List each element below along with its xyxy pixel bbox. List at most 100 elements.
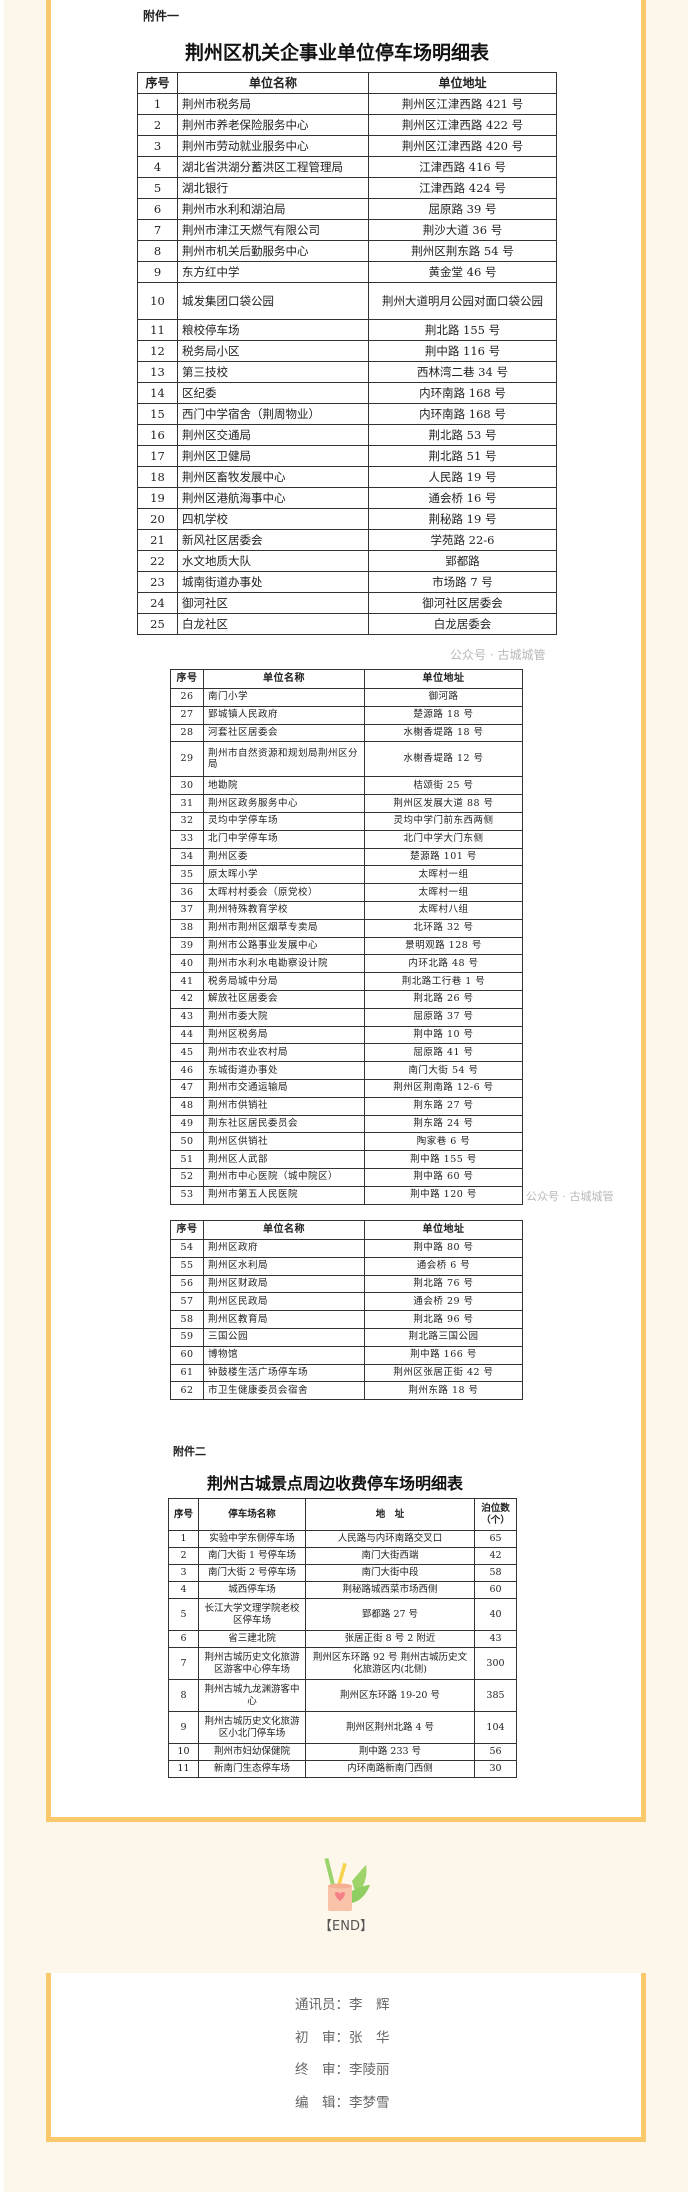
table-row: 49 荆东社区居民委员会 荆东路 24 号 bbox=[170, 1114, 523, 1134]
row-name: 荆州古城历史文化旅游区小北门停车场 bbox=[198, 1711, 306, 1744]
end-marker: 【END】 bbox=[319, 1919, 373, 1934]
row-name: 三国公园 bbox=[203, 1327, 365, 1347]
row-index: 39 bbox=[170, 936, 204, 956]
row-address: 灵均中学门前东西两侧 bbox=[364, 811, 523, 831]
row-name: 河套社区居委会 bbox=[203, 723, 365, 743]
row-name: 第三技校 bbox=[177, 361, 369, 383]
row-name: 荆州市养老保险服务中心 bbox=[177, 114, 369, 136]
row-name: 荆州市供销社 bbox=[203, 1096, 365, 1116]
row-address: 荆州大道明月公园对面口袋公园 bbox=[368, 282, 557, 320]
table-row: 36 太晖村村委会（原党校） 太晖村一组 bbox=[170, 883, 523, 902]
row-name: 荆州区人武部 bbox=[203, 1150, 365, 1169]
watermark: 公众号 · 古城城管 bbox=[526, 1190, 614, 1203]
row-address: 内环北路 48 号 bbox=[364, 954, 523, 974]
row-index: 6 bbox=[168, 1630, 199, 1648]
row-index: 22 bbox=[137, 550, 178, 572]
row-index: 9 bbox=[137, 261, 178, 283]
credit-name: 张 华 bbox=[349, 2029, 390, 2046]
row-name: 荆州特殊教育学校 bbox=[203, 900, 365, 920]
row-index: 20 bbox=[137, 508, 178, 530]
row-name: 南门大街 2 号停车场 bbox=[198, 1564, 306, 1582]
row-name: 荆州市妇幼保健院 bbox=[198, 1743, 306, 1761]
row-name: 荆州市水利和湖泊局 bbox=[177, 198, 369, 220]
table-row: 55 荆州区水利局 通会桥 6 号 bbox=[170, 1256, 523, 1276]
header-spaces: 泊位数（个） bbox=[474, 1498, 517, 1531]
table-row: 38 荆州市荆州区烟草专卖局 北环路 32 号 bbox=[170, 918, 523, 938]
row-address: 荆州区荆东路 54 号 bbox=[368, 240, 557, 262]
row-address: 荆州区张居正街 42 号 bbox=[364, 1363, 523, 1383]
row-name: 荆州古城九龙渊游客中心 bbox=[198, 1679, 306, 1712]
row-spaces: 42 bbox=[474, 1547, 517, 1565]
table-row: 19 荆州区港航海事中心 通会桥 16 号 bbox=[137, 487, 557, 509]
row-index: 43 bbox=[170, 1007, 204, 1027]
row-address: 人民路 19 号 bbox=[368, 466, 557, 488]
header-index: 序号 bbox=[170, 669, 204, 689]
credits-list: 通讯员：李 辉初 审：张 华终 审：李陵丽编 辑：李梦雪 bbox=[295, 1995, 390, 2125]
row-name: 荆州区政府 bbox=[203, 1239, 365, 1258]
row-address: 屈原路 41 号 bbox=[364, 1043, 523, 1063]
table-row: 32 灵均中学停车场 灵均中学门前东西两侧 bbox=[170, 811, 523, 831]
row-name: 荆州市中心医院（城中院区） bbox=[203, 1167, 365, 1187]
row-index: 14 bbox=[137, 382, 178, 404]
row-index: 35 bbox=[170, 865, 204, 885]
table-row: 56 荆州区财政局 荆北路 76 号 bbox=[170, 1274, 523, 1294]
row-index: 33 bbox=[170, 829, 204, 849]
row-index: 8 bbox=[168, 1679, 199, 1712]
table-row: 6 荆州市水利和湖泊局 屈原路 39 号 bbox=[137, 198, 557, 220]
row-index: 23 bbox=[137, 571, 178, 593]
credit-role: 通讯员： bbox=[295, 1997, 349, 2013]
row-index: 7 bbox=[137, 219, 178, 241]
table-row: 60 博物馆 荆中路 166 号 bbox=[170, 1345, 523, 1365]
row-index: 4 bbox=[168, 1581, 199, 1599]
row-index: 2 bbox=[168, 1547, 199, 1565]
header-address: 地 址 bbox=[305, 1498, 475, 1531]
row-index: 5 bbox=[137, 177, 178, 199]
row-address: 荆中路 166 号 bbox=[364, 1345, 523, 1365]
row-index: 17 bbox=[137, 445, 178, 467]
row-name: 荆州区民政局 bbox=[203, 1292, 365, 1312]
row-name: 原太晖小学 bbox=[203, 865, 365, 885]
row-name: 灵均中学停车场 bbox=[203, 811, 365, 831]
row-address: 荆东路 27 号 bbox=[364, 1096, 523, 1116]
row-address: 荆东路 24 号 bbox=[364, 1114, 523, 1134]
table-row: 48 荆州市供销社 荆东路 27 号 bbox=[170, 1096, 523, 1116]
credit-role: 初 审： bbox=[295, 2029, 349, 2046]
row-address: 荆沙大道 36 号 bbox=[368, 219, 557, 241]
watermark: 公众号 · 古城城管 bbox=[450, 648, 546, 662]
row-address: 屈原路 39 号 bbox=[368, 198, 557, 220]
table-row: 8 荆州市机关后勤服务中心 荆州区荆东路 54 号 bbox=[137, 240, 557, 262]
row-name: 荆州区畜牧发展中心 bbox=[177, 466, 369, 488]
table-row: 15 西门中学宿舍（荆周物业） 内环南路 168 号 bbox=[137, 403, 557, 425]
table-row: 12 税务局小区 荆中路 116 号 bbox=[137, 340, 557, 362]
paid-parking-table: 序号 停车场名称 地 址 泊位数（个） 1 实验中学东侧停车场 人民路与内环南路交叉… bbox=[168, 1498, 517, 1778]
row-index: 48 bbox=[170, 1096, 204, 1116]
table-row: 25 白龙社区 白龙居委会 bbox=[137, 613, 557, 635]
table-row: 57 荆州区民政局 通会桥 29 号 bbox=[170, 1292, 523, 1312]
row-index: 36 bbox=[170, 883, 204, 902]
credit-role: 编 辑： bbox=[295, 2094, 349, 2111]
row-spaces: 104 bbox=[474, 1711, 517, 1744]
row-index: 58 bbox=[170, 1310, 204, 1329]
row-name: 城西停车场 bbox=[198, 1581, 306, 1599]
row-index: 11 bbox=[168, 1760, 199, 1778]
table-row: 22 水文地质大队 郢都路 bbox=[137, 550, 557, 572]
row-index: 7 bbox=[168, 1647, 199, 1680]
row-address: 荆北路 96 号 bbox=[364, 1310, 523, 1329]
table-row: 3 南门大街 2 号停车场 南门大街中段 58 bbox=[168, 1564, 517, 1582]
row-index: 25 bbox=[137, 613, 178, 635]
table-row: 14 区纪委 内环南路 168 号 bbox=[137, 382, 557, 404]
row-name: 城南街道办事处 bbox=[177, 571, 369, 593]
parking-table-3: 序号 单位名称 单位地址 54 荆州区政府 荆中路 80 号 55 荆州区水利局 通会桥 … bbox=[170, 1220, 523, 1401]
header-unit-name: 单位名称 bbox=[177, 72, 369, 94]
row-index: 18 bbox=[137, 466, 178, 488]
table-row: 58 荆州区教育局 荆北路 96 号 bbox=[170, 1310, 523, 1329]
row-address: 北门中学大门东侧 bbox=[364, 829, 523, 849]
row-name: 荆州区政务服务中心 bbox=[203, 794, 365, 813]
row-index: 45 bbox=[170, 1043, 204, 1063]
table-row: 9 荆州古城历史文化旅游区小北门停车场 荆州区荆州北路 4 号 104 bbox=[168, 1711, 517, 1744]
row-address: 荆州区江津西路 420 号 bbox=[368, 135, 557, 157]
row-index: 1 bbox=[168, 1530, 199, 1548]
row-index: 12 bbox=[137, 340, 178, 362]
row-address: 荆中路 116 号 bbox=[368, 340, 557, 362]
